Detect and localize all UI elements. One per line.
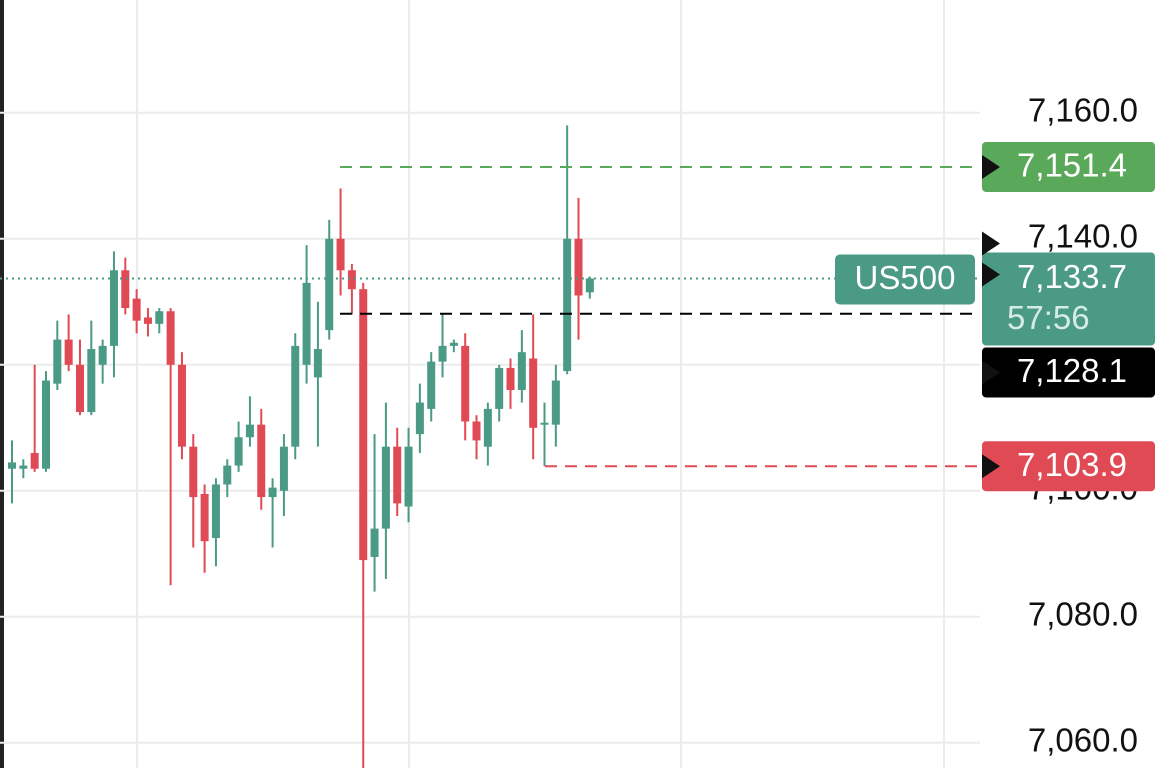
candle-body bbox=[8, 462, 16, 469]
candle-body bbox=[438, 345, 447, 362]
candle-body bbox=[53, 339, 62, 384]
candle-body bbox=[517, 352, 526, 390]
candle-body bbox=[325, 238, 334, 331]
candle-body bbox=[109, 270, 118, 346]
candle-body bbox=[529, 358, 538, 428]
candle-body bbox=[30, 452, 39, 469]
candle-body bbox=[87, 349, 96, 413]
y-tick-label: 7,140.0 bbox=[1028, 217, 1138, 254]
candle-body bbox=[234, 437, 243, 466]
candle-body bbox=[574, 238, 583, 296]
candle-body bbox=[64, 339, 73, 365]
candle-body bbox=[551, 380, 560, 425]
candle-body bbox=[257, 424, 266, 498]
candle-body bbox=[347, 270, 356, 290]
candle-body bbox=[166, 311, 175, 365]
candle-body bbox=[245, 424, 254, 438]
y-tick-label: 7,160.0 bbox=[1028, 91, 1138, 128]
candle-body bbox=[427, 361, 436, 409]
candle-body bbox=[155, 311, 164, 324]
price-tag-label: 7,128.1 bbox=[1017, 352, 1127, 389]
candle-body bbox=[563, 238, 572, 372]
candle-body bbox=[41, 380, 50, 469]
price-tag bbox=[982, 441, 1155, 492]
current-price-tag bbox=[982, 252, 1155, 346]
candle-body bbox=[98, 345, 107, 365]
candle-body bbox=[585, 278, 594, 293]
symbol-tag bbox=[835, 254, 975, 305]
price-tag bbox=[982, 347, 1155, 398]
candle-body bbox=[313, 349, 322, 378]
current-price-label: 7,133.7 bbox=[1017, 258, 1127, 295]
candle-body bbox=[359, 289, 368, 561]
candle-body bbox=[189, 446, 198, 498]
price-pointer bbox=[982, 454, 1000, 479]
y-tick-label: 7,080.0 bbox=[1028, 596, 1138, 633]
candle-body bbox=[279, 446, 288, 491]
candle-body bbox=[336, 238, 345, 271]
y-tick-label: 7,180.0 bbox=[1028, 0, 1138, 2]
candle-body bbox=[143, 317, 152, 324]
candle-body bbox=[415, 402, 424, 435]
candle-body bbox=[449, 342, 458, 346]
candle-body bbox=[461, 345, 470, 422]
candle-body bbox=[211, 484, 220, 539]
candle-body bbox=[540, 422, 549, 425]
candle-body bbox=[291, 345, 300, 447]
symbol-label: US500 bbox=[855, 259, 956, 296]
candle-body bbox=[506, 367, 515, 390]
candle-body bbox=[381, 446, 390, 529]
candle-body bbox=[75, 364, 84, 413]
price-pointer bbox=[982, 262, 1000, 287]
price-tag bbox=[982, 141, 1155, 192]
candle-body bbox=[472, 421, 481, 441]
candle-body bbox=[268, 487, 277, 498]
countdown-label: 57:56 bbox=[1007, 299, 1090, 336]
screen-edge bbox=[0, 0, 4, 768]
candle-body bbox=[370, 528, 379, 557]
price-tag-label: 7,151.4 bbox=[1017, 147, 1127, 184]
candle-body bbox=[19, 465, 28, 469]
y-tick-label: 7,060.0 bbox=[1028, 722, 1138, 759]
candle-body bbox=[483, 408, 492, 447]
candle-body bbox=[404, 446, 413, 507]
price-pointer bbox=[982, 360, 1000, 385]
candle-body bbox=[302, 282, 311, 365]
candle-body bbox=[223, 465, 232, 485]
candle-body bbox=[177, 364, 186, 447]
price-pointer bbox=[982, 154, 1000, 179]
candle-body bbox=[495, 367, 504, 409]
price-tag-label: 7,103.9 bbox=[1017, 446, 1127, 483]
price-pointer bbox=[982, 231, 1000, 256]
candle-body bbox=[132, 298, 141, 321]
candle-body bbox=[393, 446, 402, 504]
candle-body bbox=[121, 270, 130, 309]
candle-body bbox=[200, 493, 209, 542]
